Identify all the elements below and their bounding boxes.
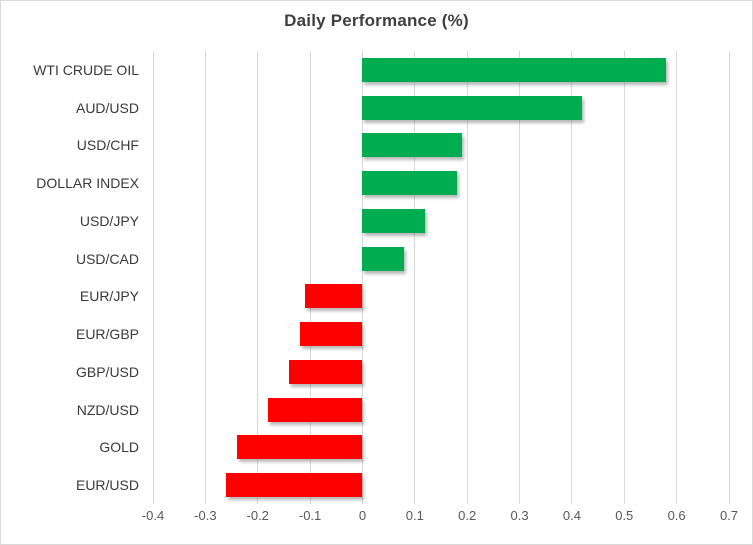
x-tick-label: 0.3	[510, 508, 529, 523]
x-tick-label: -0.1	[298, 508, 322, 523]
category-label: USD/JPY	[79, 212, 139, 229]
x-tick-label: -0.4	[141, 508, 165, 523]
gridline	[309, 51, 311, 504]
gridline	[257, 51, 259, 504]
category-label: NZD/USD	[76, 401, 139, 418]
x-tick-label: -0.2	[246, 508, 269, 523]
gridline	[623, 51, 625, 504]
gridline	[361, 51, 363, 504]
category-label: AUD/USD	[75, 99, 139, 116]
category-label: EUR/GBP	[75, 326, 139, 343]
category-label: EUR/USD	[75, 477, 139, 494]
category-label: EUR/JPY	[79, 288, 139, 305]
bar-usd-cad	[362, 246, 405, 271]
gridline	[519, 51, 521, 504]
plot-area	[152, 51, 730, 504]
bar-eur-usd	[226, 473, 363, 498]
category-axis: WTI CRUDE OIL AUD/USD USD/CHF DOLLAR INDEX U…	[1, 51, 139, 504]
chart-title: Daily Performance (%)	[284, 11, 469, 30]
bar-gold	[236, 435, 363, 460]
category-label: GOLD	[99, 439, 139, 456]
category-label: USD/CHF	[76, 137, 139, 154]
gridline	[152, 51, 154, 504]
bar-usd-jpy	[362, 208, 426, 233]
bar-nzd-usd	[268, 397, 363, 422]
gridline	[204, 51, 206, 504]
x-tick-label: 0.5	[615, 508, 634, 523]
bar-eur-gbp	[299, 322, 363, 347]
value-axis: -0.4 -0.3 -0.2 -0.1 0 0.1 0.2 0.3 0.4 0.5 0.6 0.7	[142, 508, 738, 530]
bar-dollar-index	[362, 171, 457, 196]
gridline	[571, 51, 573, 504]
category-label: WTI CRUDE OIL	[33, 61, 139, 78]
x-tick-label: 0.7	[719, 508, 739, 523]
bar-aud-usd	[362, 95, 583, 120]
x-tick-label: 0.6	[667, 508, 686, 523]
bar-wti-crude-oil	[362, 57, 667, 82]
gridline	[676, 51, 678, 504]
bar-eur-jpy	[304, 284, 363, 309]
bar-usd-chf	[362, 133, 462, 158]
x-tick-label: 0.1	[405, 508, 424, 523]
gridline	[728, 51, 730, 504]
gridline	[466, 51, 468, 504]
x-tick-label: 0.2	[458, 508, 477, 523]
category-label: GBP/USD	[75, 363, 139, 380]
x-tick-label: 0.4	[562, 508, 581, 523]
x-tick-label: -0.3	[194, 508, 217, 523]
category-label: USD/CAD	[75, 250, 139, 267]
category-label: DOLLAR INDEX	[36, 175, 139, 192]
x-tick-label: 0	[358, 508, 367, 523]
gridline	[414, 51, 416, 504]
bar-gbp-usd	[289, 359, 363, 384]
